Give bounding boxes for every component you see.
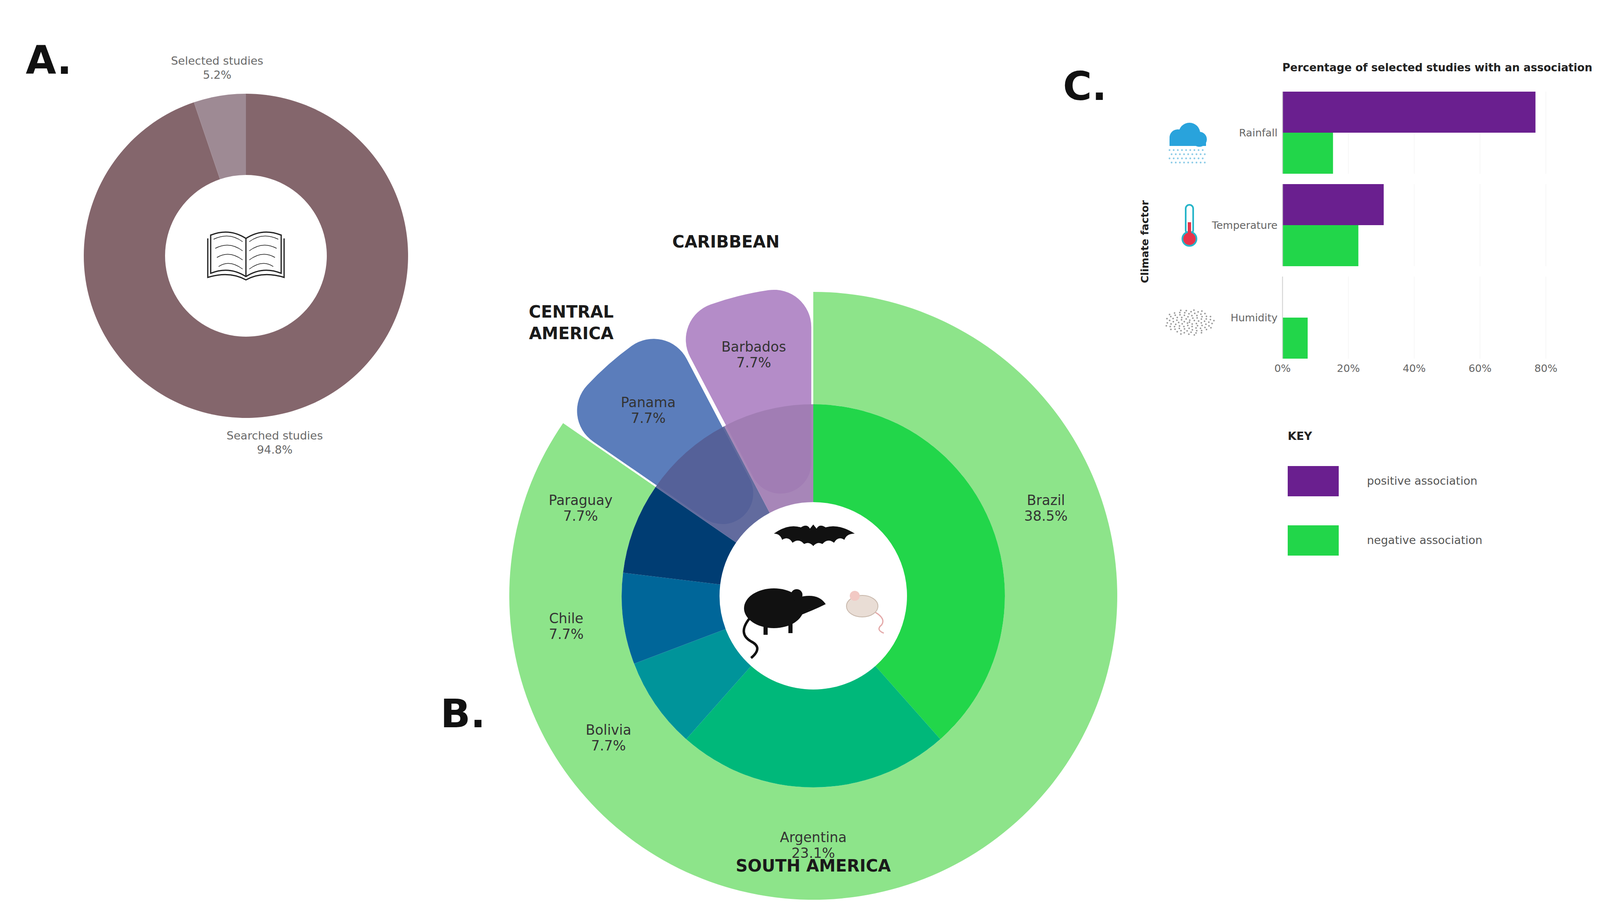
svg-text:Selected studies5.2%: Selected studies5.2%	[170, 54, 264, 82]
svg-text:40%: 40%	[1402, 362, 1426, 375]
svg-text:CARIBBEAN: CARIBBEAN	[672, 232, 780, 252]
svg-text:0%: 0%	[1274, 362, 1292, 375]
svg-text:Brazil38.5%: Brazil38.5%	[1024, 492, 1068, 525]
svg-text:A.: A.	[25, 37, 72, 83]
svg-text:80%: 80%	[1534, 362, 1558, 375]
svg-text:Paraguay7.7%: Paraguay7.7%	[548, 492, 613, 525]
svg-text:20%: 20%	[1336, 362, 1360, 375]
svg-text:Rainfall: Rainfall	[1239, 126, 1278, 139]
svg-text:Barbados7.7%: Barbados7.7%	[721, 338, 786, 371]
svg-text:Bolivia7.7%: Bolivia7.7%	[585, 722, 632, 754]
svg-text:C.: C.	[1062, 63, 1107, 110]
svg-text:CENTRALAMERICA: CENTRALAMERICA	[528, 302, 614, 343]
svg-text:B.: B.	[440, 690, 486, 737]
svg-text:Humidity: Humidity	[1230, 311, 1278, 324]
svg-text:Temperature: Temperature	[1211, 219, 1278, 232]
svg-text:SOUTH AMERICA: SOUTH AMERICA	[735, 856, 891, 876]
svg-text:60%: 60%	[1468, 362, 1492, 375]
svg-text:Panama7.7%: Panama7.7%	[620, 394, 676, 427]
svg-text:Searched studies94.8%: Searched studies94.8%	[226, 429, 323, 457]
svg-text:Chile7.7%: Chile7.7%	[548, 610, 584, 643]
